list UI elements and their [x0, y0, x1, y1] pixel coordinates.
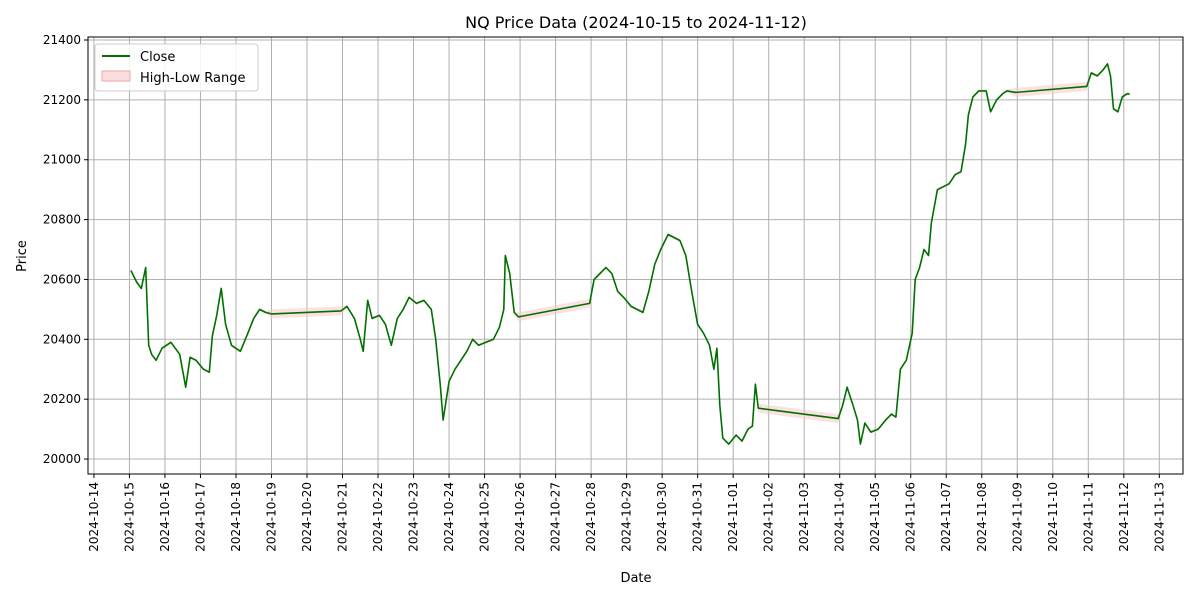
y-tick-label: 20600 — [43, 272, 81, 286]
x-tick-label: 2024-10-20 — [300, 482, 314, 552]
x-tick-label: 2024-10-24 — [442, 482, 456, 552]
x-tick-label: 2024-11-06 — [904, 482, 918, 552]
x-axis-title: Date — [620, 571, 651, 586]
y-tick-label: 20000 — [43, 452, 81, 466]
legend-range-label: High-Low Range — [140, 71, 246, 86]
close-line — [130, 63, 1130, 445]
x-tick-label: 2024-10-23 — [407, 482, 421, 552]
x-tick-label: 2024-11-07 — [939, 482, 953, 552]
x-tick-label: 2024-10-22 — [371, 482, 385, 552]
x-tick-label: 2024-11-08 — [975, 482, 989, 552]
x-tick-label: 2024-11-12 — [1117, 482, 1131, 552]
x-tick-label: 2024-11-02 — [762, 482, 776, 552]
legend-close-label: Close — [140, 50, 175, 65]
x-tick-label: 2024-11-04 — [833, 482, 847, 552]
x-tick-label: 2024-10-28 — [584, 482, 598, 552]
y-tick-label: 20200 — [43, 392, 81, 406]
y-tick-label: 20400 — [43, 332, 81, 346]
y-tick-label: 20800 — [43, 213, 81, 227]
grid-lines — [88, 37, 1183, 474]
x-tick-label: 2024-10-29 — [620, 482, 634, 552]
legend-box — [94, 43, 259, 92]
y-axis-title: Price — [15, 240, 30, 272]
y-axis: 20000 20200 20400 20600 20800 21000 21200 21400 — [43, 33, 88, 466]
x-tick-label: 2024-10-25 — [478, 482, 492, 552]
close-series — [130, 63, 1130, 445]
x-tick-label: 2024-11-11 — [1081, 482, 1095, 552]
x-tick-label: 2024-11-01 — [726, 482, 740, 552]
legend: Close High-Low Range — [94, 43, 259, 92]
y-tick-label: 21000 — [43, 153, 81, 167]
x-tick-label: 2024-10-15 — [122, 482, 136, 552]
y-tick-label: 21200 — [43, 93, 81, 107]
x-tick-label: 2024-10-27 — [549, 482, 563, 552]
x-tick-label: 2024-11-03 — [797, 482, 811, 552]
x-tick-label: 2024-10-18 — [229, 482, 243, 552]
x-tick-label: 2024-10-16 — [158, 482, 172, 552]
x-tick-label: 2024-10-21 — [336, 482, 350, 552]
x-axis: 2024-10-14 2024-10-15 2024-10-16 2024-10-17… — [87, 474, 1166, 552]
x-tick-label: 2024-11-13 — [1152, 482, 1166, 552]
x-tick-label: 2024-11-05 — [868, 482, 882, 552]
chart-title: NQ Price Data (2024-10-15 to 2024-11-12) — [465, 13, 807, 32]
legend-range-swatch — [101, 70, 131, 82]
x-tick-label: 2024-10-31 — [691, 482, 705, 552]
plot-frame — [87, 36, 1184, 475]
x-tick-label: 2024-11-09 — [1010, 482, 1024, 552]
x-tick-label: 2024-10-14 — [87, 482, 101, 552]
x-tick-label: 2024-10-30 — [655, 482, 669, 552]
x-tick-label: 2024-10-17 — [193, 482, 207, 552]
x-tick-label: 2024-11-10 — [1046, 482, 1060, 552]
x-tick-label: 2024-10-26 — [513, 482, 527, 552]
y-tick-label: 21400 — [43, 33, 81, 47]
x-tick-label: 2024-10-19 — [264, 482, 278, 552]
